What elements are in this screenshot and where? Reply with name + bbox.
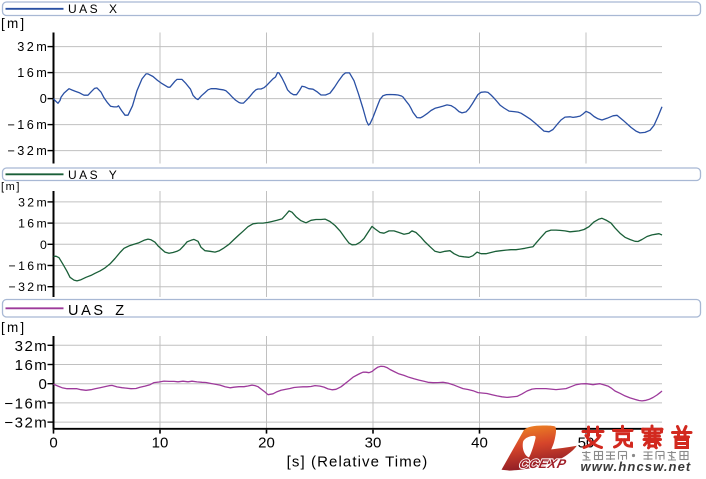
svg-text:[s] (Relative Time): [s] (Relative Time) [287, 453, 429, 470]
svg-text:32m: 32m [18, 195, 49, 209]
svg-text:−16m: −16m [7, 118, 49, 132]
svg-text:UAS Y: UAS Y [68, 168, 119, 182]
svg-text:16m: 16m [18, 217, 49, 231]
svg-text:10: 10 [152, 435, 169, 452]
svg-text:50: 50 [578, 435, 595, 452]
svg-text:−32m: −32m [4, 415, 48, 432]
svg-text:www.hncsw.net: www.hncsw.net [581, 459, 692, 474]
svg-text:−16m: −16m [8, 259, 49, 273]
svg-text:0: 0 [40, 238, 49, 252]
svg-text:30: 30 [365, 435, 382, 452]
svg-text:0: 0 [40, 92, 49, 106]
svg-text:16m: 16m [15, 357, 49, 374]
svg-text:CCEXP: CCEXP [518, 456, 569, 471]
svg-text:32m: 32m [15, 338, 49, 355]
svg-text:16m: 16m [17, 66, 49, 80]
svg-text:UAS X: UAS X [68, 2, 120, 16]
svg-text:−32m: −32m [8, 280, 49, 294]
svg-text:[m]: [m] [1, 16, 26, 31]
svg-text:−16m: −16m [4, 395, 48, 412]
svg-text:40: 40 [471, 435, 488, 452]
svg-text:[m]: [m] [1, 320, 26, 335]
svg-text:0: 0 [38, 376, 48, 393]
svg-text:UAS Z: UAS Z [68, 303, 127, 319]
svg-text:−32m: −32m [7, 144, 49, 158]
svg-text:0: 0 [49, 435, 57, 452]
svg-text:[m]: [m] [1, 181, 21, 193]
svg-text:32m: 32m [17, 40, 49, 54]
svg-text:20: 20 [258, 435, 275, 452]
